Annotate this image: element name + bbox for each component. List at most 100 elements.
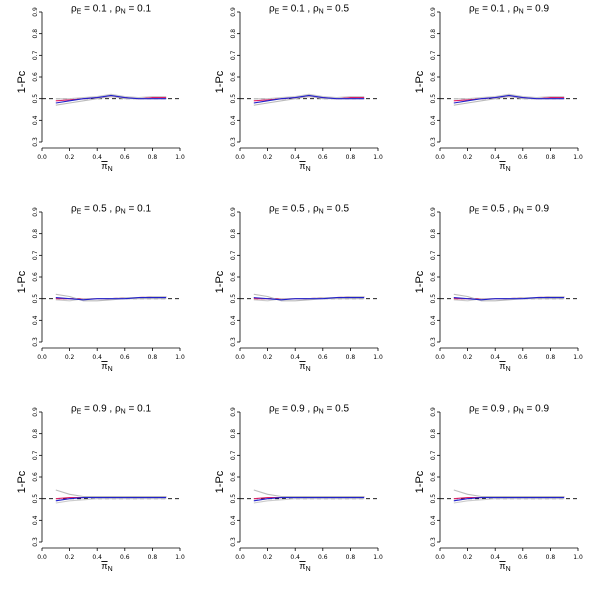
y-tick-label: 0.4 (32, 115, 39, 125)
title-value-e: = 0.9 , (279, 404, 313, 415)
title-sub-n: N (319, 409, 324, 416)
panel-6: ρE = 0.5 , ρN = 0.90.30.40.50.60.70.80.9… (414, 204, 583, 374)
x-axis-label: πN (101, 361, 112, 373)
title-sub-e: E (275, 9, 280, 16)
x-tick-label: 0.6 (120, 154, 130, 161)
x-axis-label-main: π (499, 361, 505, 371)
panel-title: ρE = 0.5 , ρN = 0.1 (71, 204, 152, 216)
x-tick-label: 0.8 (346, 554, 356, 561)
title-rho-e: ρ (71, 204, 77, 215)
series-line-1 (55, 94, 167, 104)
series-line-3 (453, 489, 565, 498)
x-axis-label-main: π (299, 161, 305, 171)
x-tick-label: 0.8 (546, 354, 556, 361)
y-tick-label: 0.9 (32, 407, 39, 417)
x-axis-label: πN (299, 361, 310, 373)
y-tick-label: 0.9 (32, 207, 39, 217)
title-sub-e: E (275, 209, 280, 216)
x-tick-label: 0.4 (92, 154, 102, 161)
x-tick-label: 0.0 (235, 354, 245, 361)
x-axis-label-main: π (299, 561, 305, 571)
title-value-n: = 0.5 (324, 4, 350, 15)
x-axis-label-sub: N (506, 566, 511, 573)
panel-title: ρE = 0.1 , ρN = 0.5 (269, 4, 350, 16)
title-rho-e: ρ (469, 204, 475, 215)
x-axis-label-sub: N (506, 366, 511, 373)
x-axis-label: πN (499, 161, 510, 173)
y-tick-label: 0.3 (230, 337, 237, 347)
y-tick-label: 0.8 (32, 429, 39, 439)
series-line-3 (55, 293, 167, 302)
x-tick-label: 1.0 (175, 354, 185, 361)
x-tick-label: 0.0 (435, 554, 445, 561)
y-axis-label: 1-Pc (214, 70, 226, 93)
x-axis-label-sub: N (306, 566, 311, 573)
y-tick-label: 0.8 (430, 229, 437, 239)
x-axis-label: πN (299, 161, 310, 173)
y-tick-label: 0.7 (32, 250, 39, 260)
x-axis-label-main: π (499, 161, 505, 171)
title-value-e: = 0.5 , (479, 204, 513, 215)
series-line-1 (253, 297, 365, 301)
x-tick-label: 0.8 (148, 354, 158, 361)
y-tick-label: 0.7 (430, 250, 437, 260)
x-axis-label-main: π (101, 161, 107, 171)
y-tick-label: 0.3 (32, 537, 39, 547)
series-line-1 (55, 297, 167, 301)
title-value-e: = 0.5 , (81, 204, 115, 215)
title-sub-e: E (77, 9, 82, 16)
x-tick-label: 1.0 (373, 354, 383, 361)
panel-title: ρE = 0.9 , ρN = 0.1 (71, 404, 152, 416)
y-tick-label: 0.3 (32, 137, 39, 147)
x-tick-label: 0.8 (148, 154, 158, 161)
panel-title: ρE = 0.1 , ρN = 0.1 (71, 4, 152, 16)
x-axis-label: πN (101, 561, 112, 573)
title-rho-n: ρ (513, 204, 519, 215)
title-sub-n: N (121, 409, 126, 416)
title-rho-n: ρ (115, 204, 121, 215)
title-sub-n: N (319, 9, 324, 16)
panel-8: ρE = 0.9 , ρN = 0.50.30.40.50.60.70.80.9… (214, 404, 383, 574)
y-tick-label: 0.3 (430, 137, 437, 147)
title-rho-n: ρ (313, 4, 319, 15)
title-rho-n: ρ (115, 404, 121, 415)
title-sub-n: N (519, 9, 524, 16)
title-value-n: = 0.9 (524, 4, 550, 15)
y-tick-label: 0.5 (430, 294, 437, 304)
x-tick-label: 0.6 (518, 154, 528, 161)
title-value-n: = 0.1 (126, 204, 152, 215)
panel-title: ρE = 0.9 , ρN = 0.9 (469, 404, 550, 416)
title-sub-e: E (77, 209, 82, 216)
y-tick-label: 0.8 (230, 29, 237, 39)
x-axis-label-main: π (101, 361, 107, 371)
title-sub-n: N (121, 9, 126, 16)
x-tick-label: 1.0 (573, 554, 583, 561)
title-value-n: = 0.5 (324, 204, 350, 215)
title-sub-e: E (275, 409, 280, 416)
series-line-1 (55, 497, 167, 502)
y-tick-label: 0.6 (430, 272, 437, 282)
y-tick-label: 0.7 (430, 50, 437, 60)
panel-3: ρE = 0.1 , ρN = 0.90.30.40.50.60.70.80.9… (414, 4, 583, 174)
x-tick-label: 1.0 (373, 554, 383, 561)
title-value-e: = 0.5 , (279, 204, 313, 215)
x-axis-label-sub: N (506, 166, 511, 173)
x-tick-label: 0.2 (263, 554, 273, 561)
panel-title: ρE = 0.5 , ρN = 0.9 (469, 204, 550, 216)
y-axis-label: 1-Pc (214, 470, 226, 493)
series-line-4 (55, 498, 167, 504)
x-tick-label: 0.2 (65, 154, 75, 161)
series-line-4 (55, 93, 167, 100)
x-tick-label: 0.0 (235, 554, 245, 561)
y-tick-label: 0.3 (430, 337, 437, 347)
y-tick-label: 0.9 (32, 7, 39, 17)
y-tick-label: 0.9 (430, 407, 437, 417)
y-tick-label: 0.5 (32, 294, 39, 304)
title-value-n: = 0.5 (324, 404, 350, 415)
y-axis-label: 1-Pc (16, 270, 28, 293)
y-tick-label: 0.4 (230, 515, 237, 525)
title-rho-e: ρ (469, 4, 475, 15)
y-tick-label: 0.4 (430, 515, 437, 525)
x-tick-label: 0.4 (290, 354, 300, 361)
